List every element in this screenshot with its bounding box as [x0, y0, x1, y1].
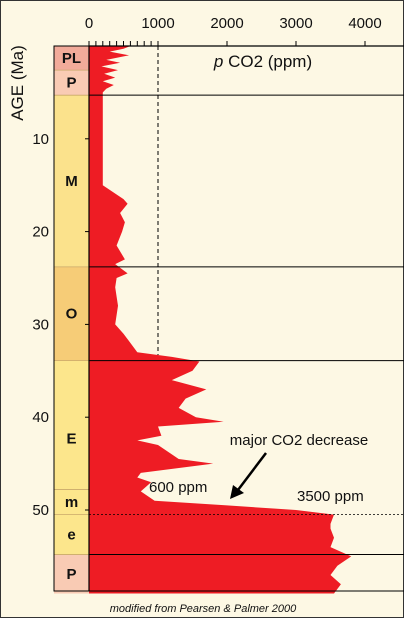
epoch-band-3	[54, 266, 89, 361]
epoch-column: PL P M O Eme P	[53, 45, 90, 594]
epoch-band-0	[54, 46, 89, 71]
annotation-3500ppm: 3500 ppm	[297, 488, 364, 505]
epoch-label-3: O	[66, 306, 78, 323]
epoch-label-4: E	[66, 431, 76, 448]
y-axis-title: AGE (Ma)	[8, 45, 27, 121]
co2-area	[89, 46, 352, 594]
x-tick-label-4: 4000	[348, 15, 381, 32]
axes: 0 1000 2000 3000 4000 10 20 30 40 50	[32, 15, 404, 592]
epoch-band-4	[54, 360, 89, 490]
epoch-label-2: M	[65, 173, 78, 190]
annotation-arrow	[230, 452, 267, 499]
epoch-label-7: P	[66, 566, 76, 583]
y-tick-label-3: 40	[32, 409, 49, 426]
epoch-band-6	[54, 514, 89, 555]
x-tick-label-2: 2000	[210, 15, 243, 32]
x-tick-label-1: 1000	[141, 15, 174, 32]
epoch-band-1	[54, 70, 89, 96]
y-tick-label-4: 50	[32, 502, 49, 519]
annotation-600ppm: 600 ppm	[149, 479, 207, 496]
y-tick-label-1: 20	[32, 224, 49, 241]
x-tick-label-0: 0	[85, 15, 93, 32]
boundary-lines	[89, 46, 404, 556]
epoch-label-5: m	[65, 494, 78, 511]
x-tick-label-3: 3000	[279, 15, 312, 32]
epoch-band-5	[54, 489, 89, 515]
y-tick-label-2: 30	[32, 316, 49, 333]
y-tick-label-0: 10	[32, 131, 49, 148]
epoch-band-7	[54, 554, 89, 594]
epoch-label-6: e	[67, 527, 75, 544]
annotation-major-decrease: major CO2 decrease	[230, 432, 368, 449]
epoch-band-2	[54, 95, 89, 267]
epoch-label-0: PL	[62, 50, 81, 67]
x-axis-title: p CO2 (ppm)	[213, 52, 312, 71]
co2-area-layer	[89, 46, 352, 594]
credit-text: modified from Pearsen & Palmer 2000	[110, 603, 297, 615]
epoch-label-1: P	[66, 75, 76, 92]
